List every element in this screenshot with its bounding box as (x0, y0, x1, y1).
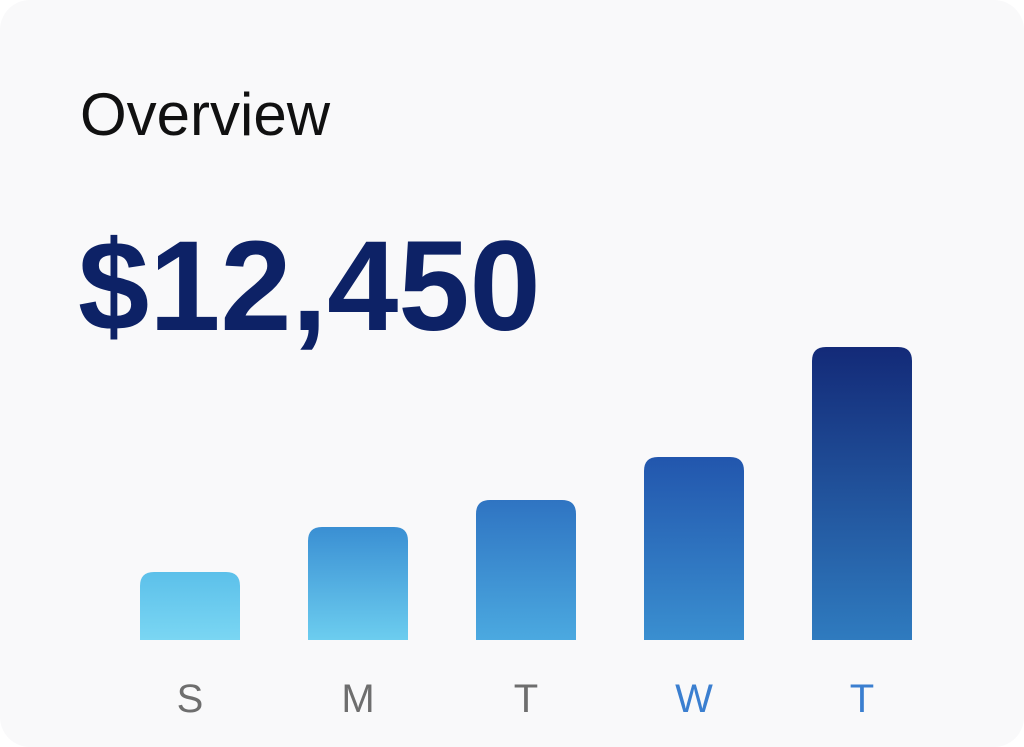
total-amount: $12,450 (78, 215, 541, 358)
x-tick-label: T (514, 677, 538, 721)
x-tick-label: M (341, 677, 374, 721)
bar (476, 500, 576, 640)
bar (308, 527, 408, 640)
card-title: Overview (80, 81, 331, 148)
x-tick-label: W (675, 677, 713, 721)
x-tick-label: T (850, 677, 874, 721)
bar (140, 572, 240, 640)
bar (812, 347, 912, 640)
x-tick-label: S (177, 677, 204, 721)
bar (644, 457, 744, 640)
